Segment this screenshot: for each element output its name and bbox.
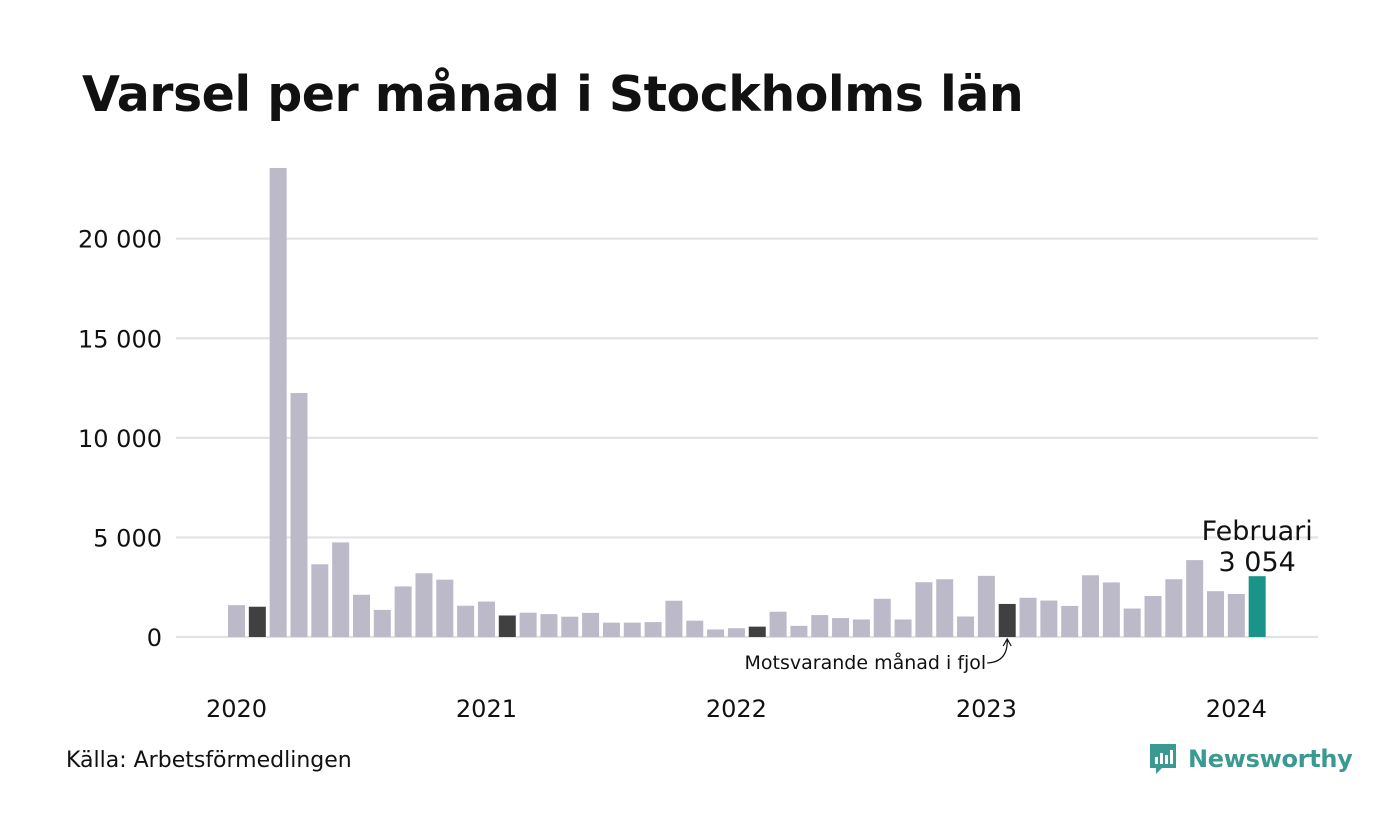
newsworthy-logo-icon [1150, 744, 1176, 774]
bar [1144, 595, 1162, 637]
bar [957, 616, 975, 637]
bar [519, 612, 537, 637]
y-tick-label: 15 000 [78, 325, 162, 353]
bar [852, 619, 870, 637]
bar [582, 612, 600, 637]
bar [290, 393, 308, 637]
x-tick-label: 2020 [206, 695, 267, 723]
bar [602, 622, 620, 637]
bar [936, 579, 954, 637]
bar-current-month [1248, 576, 1266, 637]
bar-same-month-last-year [998, 603, 1016, 637]
bar [1061, 605, 1079, 637]
bar [686, 620, 704, 637]
brand-logo[interactable]: Newsworthy [1148, 742, 1353, 776]
bar [644, 622, 662, 637]
chart-title: Varsel per månad i Stockholms län [82, 66, 1024, 123]
bar [332, 542, 350, 637]
bars [228, 167, 1266, 637]
last-year-note: Motsvarande månad i fjol [745, 651, 987, 674]
bar [311, 564, 329, 637]
bar [832, 618, 850, 637]
last-year-note-arrowhead [1002, 637, 1012, 647]
bar [1165, 579, 1183, 637]
bar [457, 605, 475, 637]
last-year-note-arrow [987, 638, 1008, 664]
current-month-value-label: 3 054 [1219, 547, 1296, 578]
source-note: Källa: Arbetsförmedlingen [66, 748, 352, 773]
bar [269, 167, 287, 637]
y-axis: 0 5 000 10 000 15 000 20 000 [78, 226, 162, 652]
bar [477, 601, 495, 637]
bar [915, 582, 933, 637]
bar [707, 629, 725, 637]
bar [977, 575, 995, 637]
bar [769, 611, 787, 637]
brand-name: Newsworthy [1188, 745, 1353, 773]
bar [1082, 575, 1100, 637]
x-tick-label: 2022 [706, 695, 767, 723]
bar [873, 598, 891, 637]
x-tick-label: 2023 [956, 695, 1017, 723]
bar [811, 615, 829, 637]
bar [1019, 597, 1037, 637]
bar [1040, 600, 1058, 637]
bar [394, 586, 412, 637]
bar [894, 619, 912, 637]
y-tick-label: 20 000 [78, 226, 162, 254]
bar [1207, 591, 1225, 637]
y-tick-label: 10 000 [78, 425, 162, 453]
bar [540, 614, 558, 637]
bar-same-month-last-year [498, 615, 516, 637]
bar [623, 622, 641, 637]
bar [665, 600, 683, 637]
bar [373, 609, 391, 637]
bar [415, 573, 433, 637]
current-month-label: Februari [1202, 516, 1313, 547]
bar [1186, 560, 1204, 637]
x-axis: 2020 2021 2022 2023 2024 [206, 695, 1267, 723]
bar [1123, 608, 1141, 637]
bar-same-month-last-year [748, 626, 766, 637]
bar [1227, 593, 1245, 637]
bar [561, 616, 579, 637]
bar [228, 605, 245, 637]
annotations: Februari 3 054 Motsvarande månad i fjol [745, 516, 1313, 674]
bar [436, 579, 454, 637]
bar [790, 625, 808, 637]
bar-same-month-last-year [248, 606, 266, 637]
y-tick-label: 0 [147, 624, 162, 652]
bar [352, 594, 370, 637]
x-tick-label: 2021 [456, 695, 517, 723]
bar [1102, 582, 1120, 637]
y-tick-label: 5 000 [93, 524, 162, 552]
x-tick-label: 2024 [1206, 695, 1267, 723]
bar [727, 628, 745, 637]
